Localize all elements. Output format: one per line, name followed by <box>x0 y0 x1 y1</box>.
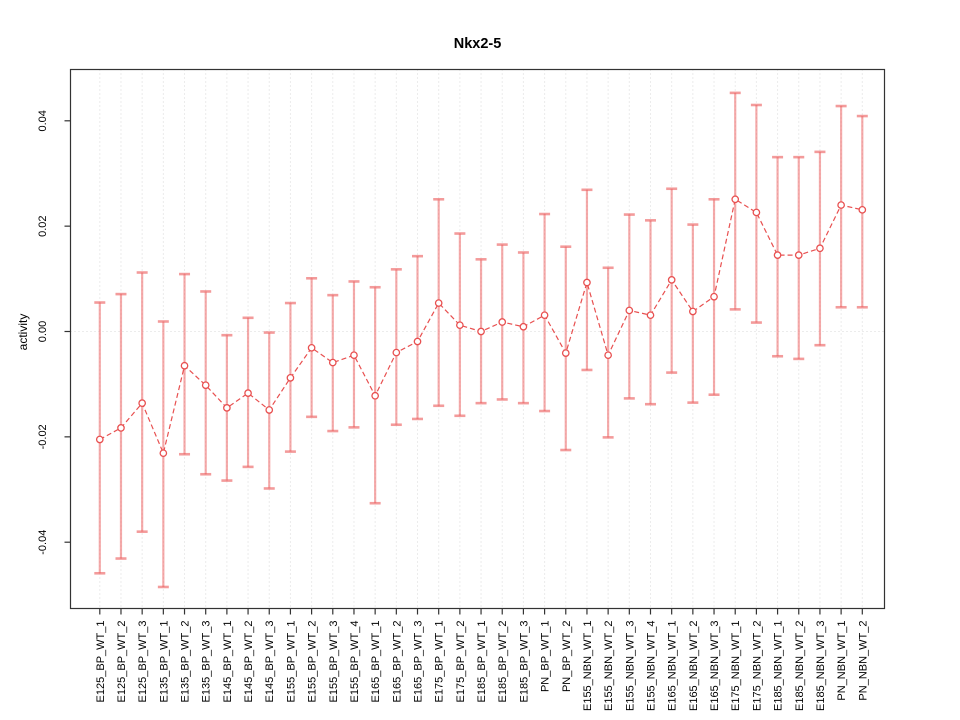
y-tick-label: 0.00 <box>37 321 49 342</box>
data-point <box>858 205 867 214</box>
data-point <box>837 201 845 209</box>
x-tick-label: E135_BP_WT_1 <box>158 621 170 703</box>
y-tick-label: -0.04 <box>37 530 49 555</box>
x-tick-label: E125_BP_WT_1 <box>95 621 107 703</box>
data-point <box>689 307 697 316</box>
x-tick-label: E145_BP_WT_3 <box>264 621 276 703</box>
x-tick-label: PN_NBN_WT_1 <box>836 621 848 701</box>
x-tick-label: E165_BP_WT_2 <box>391 621 403 703</box>
x-tick-label: E185_NBN_WT_3 <box>815 621 827 712</box>
data-point <box>392 348 401 357</box>
x-tick-label: PN_NBN_WT_2 <box>857 621 869 701</box>
x-tick-label: E175_BP_WT_1 <box>434 621 446 703</box>
data-point <box>265 406 274 414</box>
x-tick-label: E165_BP_WT_1 <box>370 621 382 703</box>
x-tick-label: E185_NBN_WT_2 <box>794 621 806 712</box>
data-point <box>180 361 189 370</box>
x-tick-label: E155_NBN_WT_2 <box>603 621 615 712</box>
x-tick-label: E135_BP_WT_3 <box>201 621 213 703</box>
data-point <box>731 195 740 204</box>
x-tick-label: E185_BP_WT_3 <box>518 621 530 703</box>
x-tick-label: E185_BP_WT_2 <box>497 621 509 703</box>
x-tick-label: E135_BP_WT_2 <box>180 621 192 703</box>
data-point <box>477 327 485 336</box>
data-point <box>561 349 570 357</box>
x-tick-label: E155_NBN_WT_3 <box>624 621 636 712</box>
data-point <box>138 399 147 407</box>
y-tick-label: 0.02 <box>37 215 49 236</box>
x-tick-label: E155_BP_WT_1 <box>285 621 297 703</box>
data-point <box>223 404 231 412</box>
data-point <box>350 351 358 360</box>
data-point <box>794 251 803 259</box>
x-tick-label: PN_BP_WT_2 <box>561 621 573 693</box>
y-tick-label: -0.02 <box>37 424 49 449</box>
data-point <box>328 358 337 367</box>
data-point <box>773 251 782 259</box>
x-tick-label: E185_NBN_WT_1 <box>773 621 785 712</box>
data-point <box>201 381 210 390</box>
data-point <box>646 311 655 320</box>
data-point <box>519 322 528 331</box>
x-tick-label: E155_BP_WT_2 <box>307 621 319 703</box>
data-point <box>752 208 761 217</box>
plot-border <box>69 68 886 610</box>
y-tick-label: 0.04 <box>37 110 49 131</box>
x-tick-label: E175_BP_WT_2 <box>455 621 467 703</box>
x-tick-label: E155_NBN_WT_4 <box>645 621 657 712</box>
x-tick-label: E165_NBN_WT_3 <box>709 621 721 712</box>
data-point <box>816 244 824 253</box>
data-point <box>159 449 168 458</box>
data-point <box>498 318 507 326</box>
x-tick-label: E155_BP_WT_3 <box>328 621 340 703</box>
y-axis-title: activity <box>16 314 30 351</box>
x-tick-label: E165_NBN_WT_1 <box>667 621 679 712</box>
data-point <box>434 299 443 307</box>
data-point <box>244 389 252 397</box>
x-tick-label: E165_BP_WT_3 <box>413 621 425 703</box>
data-point <box>625 306 634 315</box>
x-tick-label: E185_BP_WT_1 <box>476 621 488 703</box>
data-point <box>117 424 125 432</box>
x-tick-label: E125_BP_WT_2 <box>116 621 128 703</box>
data-point <box>413 337 422 346</box>
data-point <box>604 351 612 360</box>
data-point <box>456 321 464 330</box>
x-tick-label: E145_BP_WT_1 <box>222 621 234 703</box>
data-point <box>286 374 295 382</box>
x-tick-label: E155_BP_WT_4 <box>349 621 361 703</box>
x-tick-label: E125_BP_WT_3 <box>137 621 149 703</box>
data-point <box>710 292 718 301</box>
x-tick-label: E175_NBN_WT_2 <box>751 621 763 712</box>
data-point <box>667 276 676 284</box>
x-tick-label: PN_BP_WT_1 <box>540 621 552 693</box>
x-tick-label: E145_BP_WT_2 <box>243 621 255 703</box>
x-tick-label: E165_NBN_WT_2 <box>688 621 700 712</box>
data-point <box>583 278 591 287</box>
data-point <box>95 435 104 444</box>
data-point <box>307 343 316 352</box>
x-tick-label: E155_NBN_WT_1 <box>582 621 594 712</box>
chart-title: Nkx2-5 <box>454 36 502 52</box>
data-point <box>540 311 549 320</box>
x-tick-label: E175_NBN_WT_1 <box>730 621 742 712</box>
data-point <box>371 391 379 400</box>
